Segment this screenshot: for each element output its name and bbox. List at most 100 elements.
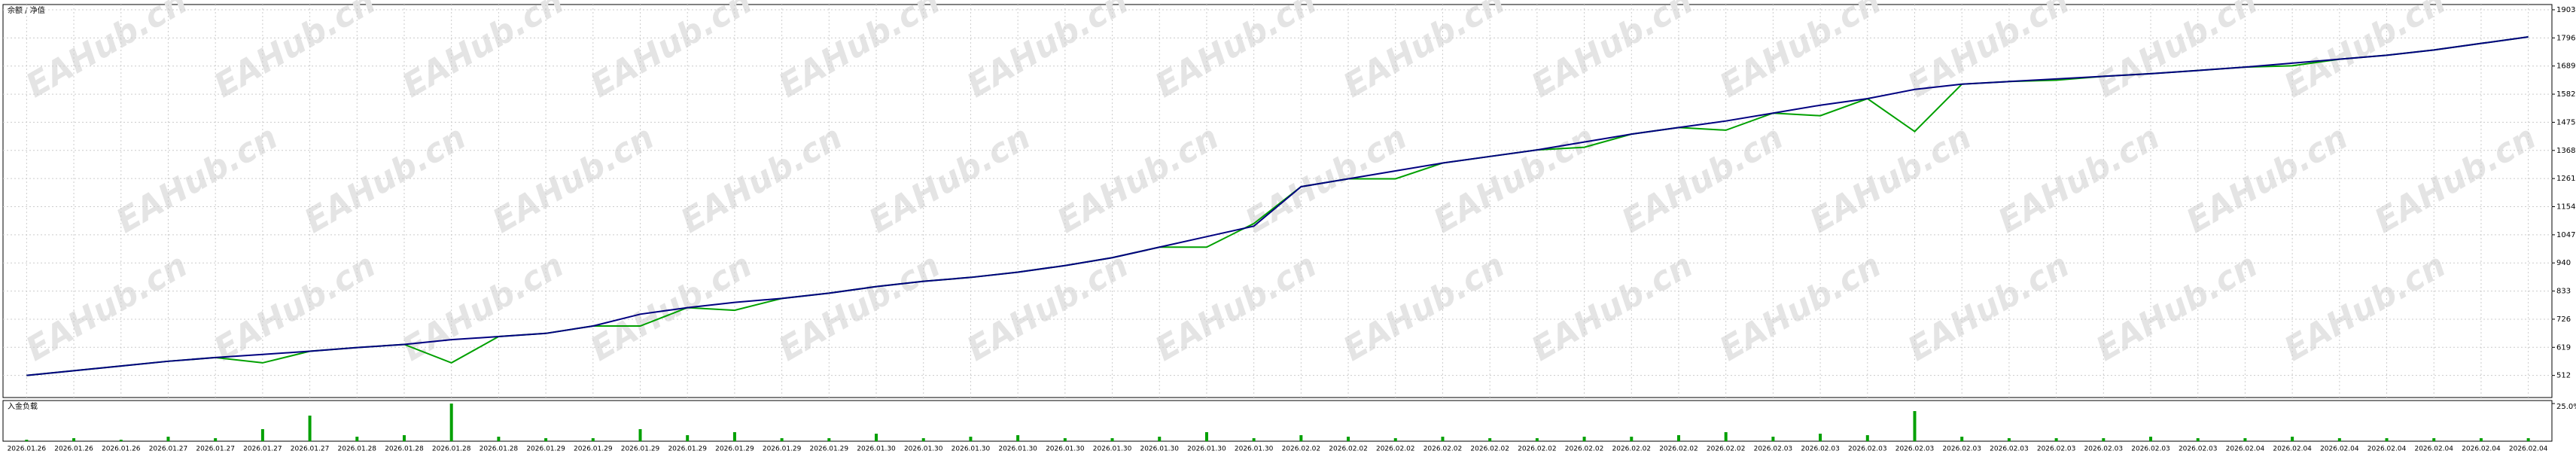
load-bar [2054, 438, 2058, 441]
x-tick-label: 2026.01.30 [1187, 446, 1226, 453]
x-tick-label: 2026.01.30 [952, 446, 991, 453]
watermark: EAHub.cn [2368, 118, 2543, 241]
x-tick-label: 2026.01.30 [1140, 446, 1179, 453]
y-tick-label: 1047 [2556, 231, 2575, 239]
main-panel [2, 4, 2553, 398]
load-panel [2, 400, 2553, 442]
x-tick-label: 2026.01.29 [763, 446, 802, 453]
watermark: EAHub.cn [2278, 246, 2453, 369]
watermark: EAHub.cn [1337, 0, 1512, 105]
load-bar [2243, 438, 2247, 441]
x-tick-label: 2026.01.30 [857, 446, 896, 453]
watermark: EAHub.cn [961, 246, 1135, 369]
x-tick-label: 2026.01.26 [54, 446, 93, 453]
load-bar [166, 437, 170, 441]
x-tick-label: 2026.02.03 [2037, 446, 2076, 453]
x-tick-label: 2026.02.04 [2320, 446, 2359, 453]
x-tick-label: 2026.01.30 [904, 446, 943, 453]
load-bar [780, 438, 784, 441]
y-tick-label: 833 [2556, 288, 2571, 296]
x-tick-label: 2026.02.03 [2179, 446, 2218, 453]
watermark: EAHub.cn [208, 0, 382, 105]
watermark: EAHub.cn [208, 246, 382, 369]
load-bar [1204, 432, 1208, 441]
x-tick-label: 2026.02.02 [1565, 446, 1604, 453]
load-bar [119, 440, 123, 441]
x-tick-label: 2026.02.04 [2226, 446, 2265, 453]
watermarks: EAHub.cn EAHub.cn EAHub.cn EAHub.cn EAHub.cn… [20, 0, 2543, 369]
watermark: EAHub.cn [1051, 118, 1226, 241]
load-bar [1630, 437, 1634, 441]
load-bar [2291, 437, 2294, 441]
x-tick-label: 2026.02.04 [2509, 446, 2548, 453]
watermark: EAHub.cn [1525, 246, 1700, 369]
x-tick-label: 2026.01.30 [1046, 446, 1085, 453]
watermark: EAHub.cn [584, 0, 759, 105]
x-tick-label: 2026.01.29 [810, 446, 849, 453]
watermark: EAHub.cn [2090, 0, 2264, 105]
load-label: 入金负载 [8, 401, 38, 411]
watermark: EAHub.cn [20, 246, 194, 369]
load-bar [308, 416, 312, 441]
load-bar [544, 438, 548, 441]
load-bar [686, 435, 690, 441]
load-bar [732, 432, 736, 441]
x-tick-label: 2026.02.03 [1942, 446, 1981, 453]
watermark: EAHub.cn [674, 118, 849, 241]
load-bar [2196, 438, 2200, 441]
x-tick-label: 2026.01.27 [291, 446, 330, 453]
load-bar [2149, 437, 2153, 441]
watermark: EAHub.cn [2278, 0, 2453, 105]
x-tick-label: 2026.01.29 [715, 446, 754, 453]
load-bar [260, 429, 264, 441]
load-bar [1488, 438, 1492, 441]
x-tick-label: 2026.01.29 [526, 446, 565, 453]
y-tick-label: 619 [2556, 343, 2571, 352]
x-tick-label: 2026.02.02 [1423, 446, 1463, 453]
x-tick-label: 2026.02.02 [1659, 446, 1698, 453]
load-bar [72, 438, 76, 441]
load-bar [1063, 438, 1067, 441]
y-tick-label: 1689 [2556, 62, 2575, 71]
y-tick-label: 1261 [2556, 175, 2575, 183]
load-bar [827, 438, 831, 441]
load-bar [1441, 437, 1445, 441]
load-bar [1158, 437, 1162, 441]
load-bar [2337, 438, 2341, 441]
watermark: EAHub.cn [20, 0, 194, 105]
x-tick-label: 2026.02.02 [1282, 446, 1321, 453]
load-bar [921, 438, 925, 441]
x-tick-label: 2026.01.29 [574, 446, 613, 453]
load-bar [1252, 438, 1256, 441]
x-tick-label: 2026.02.03 [2084, 446, 2124, 453]
load-bar [1535, 438, 1539, 441]
load-bar [355, 437, 359, 441]
load-bar [2102, 438, 2106, 441]
legend: 余额 / 净值 [8, 5, 45, 15]
watermark: EAHub.cn [2090, 246, 2264, 369]
watermark: EAHub.cn [486, 118, 661, 241]
watermark: EAHub.cn [1902, 0, 2076, 105]
x-tick-label: 2026.01.26 [102, 446, 141, 453]
load-bar [1582, 437, 1586, 441]
watermark: EAHub.cn [584, 246, 759, 369]
watermark: EAHub.cn [396, 246, 571, 369]
x-tick-label: 2026.01.28 [338, 446, 377, 453]
watermark: EAHub.cn [772, 0, 947, 105]
load-bar [2385, 438, 2389, 441]
x-tick-label: 2026.01.29 [621, 446, 660, 453]
load-bar [1819, 434, 1822, 441]
load-bar [402, 435, 406, 441]
x-tick-label: 2026.02.02 [1376, 446, 1415, 453]
load-bar [497, 437, 501, 441]
x-tick-label: 2026.02.02 [1329, 446, 1368, 453]
watermark: EAHub.cn [1525, 0, 1700, 105]
x-tick-label: 2026.02.03 [1990, 446, 2029, 453]
x-tick-label: 2026.02.02 [1612, 446, 1652, 453]
x-tick-label: 2026.02.03 [1848, 446, 1887, 453]
x-tick-label: 2026.02.03 [1754, 446, 1793, 453]
watermark: EAHub.cn [961, 0, 1135, 105]
x-tick-label: 2026.01.29 [668, 446, 707, 453]
watermark: EAHub.cn [1713, 0, 1888, 105]
